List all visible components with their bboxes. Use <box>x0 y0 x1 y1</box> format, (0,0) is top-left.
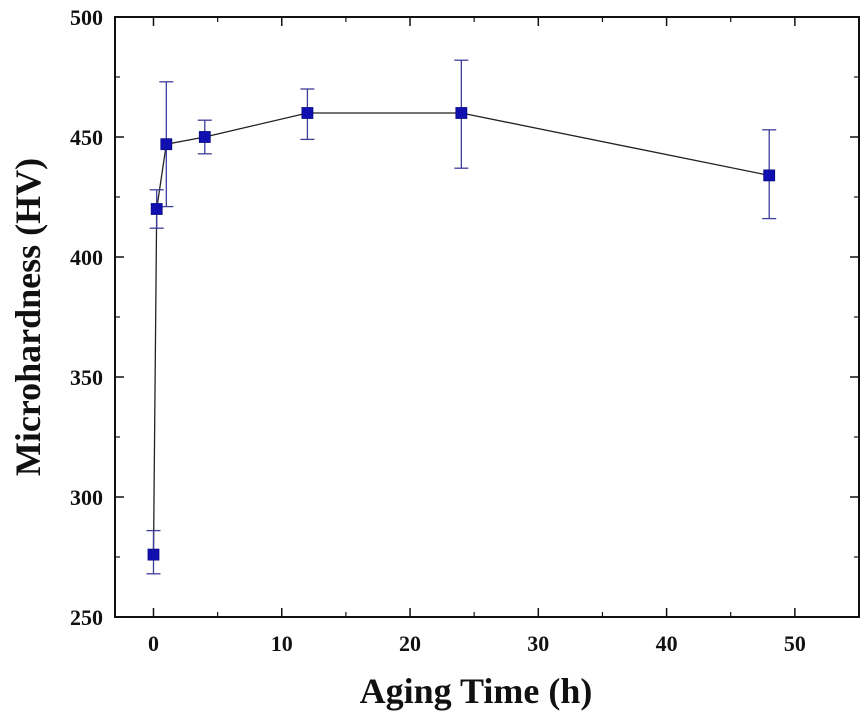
x-tick-label: 50 <box>784 631 806 656</box>
x-axis-title: Aging Time (h) <box>360 671 593 711</box>
data-point-marker <box>455 107 468 119</box>
data-point-marker <box>147 548 160 561</box>
series-polyline <box>152 112 770 555</box>
data-point-marker <box>763 169 776 182</box>
data-point-marker <box>160 138 173 151</box>
data-point-marker <box>198 131 211 143</box>
y-tick-label: 350 <box>70 365 103 390</box>
plot-area-frame <box>114 16 860 618</box>
tick-labels: 0 10 20 30 40 50 250 300 350 400 450 500 <box>70 5 806 656</box>
data-point-marker <box>150 203 163 215</box>
axis-ticks <box>115 16 859 618</box>
y-tick-label: 400 <box>70 245 103 270</box>
x-tick-label: 30 <box>527 631 549 656</box>
y-tick-label: 300 <box>70 485 103 510</box>
x-tick-label: 0 <box>148 631 159 656</box>
data-point-marker <box>301 107 314 119</box>
y-tick-label: 450 <box>70 125 103 150</box>
data-markers <box>147 107 776 561</box>
x-tick-label: 10 <box>271 631 293 656</box>
series-line <box>152 112 770 555</box>
y-axis-title: Microhardness (HV) <box>8 158 48 476</box>
error-bars <box>146 59 777 575</box>
y-tick-label: 250 <box>70 605 103 630</box>
x-tick-label: 20 <box>399 631 421 656</box>
x-tick-label: 40 <box>656 631 678 656</box>
y-tick-label: 500 <box>70 5 103 30</box>
